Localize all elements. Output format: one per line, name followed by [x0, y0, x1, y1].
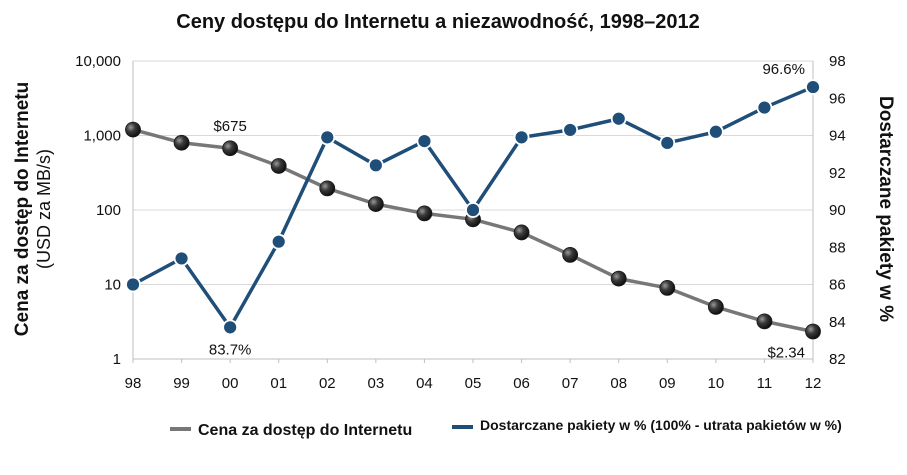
x-tick-label: 10 — [708, 375, 725, 392]
price-point — [416, 205, 433, 222]
right-tick-label: 88 — [829, 239, 846, 256]
right-tick-label: 82 — [829, 351, 846, 368]
series — [125, 79, 821, 340]
x-tick-label: 05 — [465, 375, 482, 392]
right-tick-label: 92 — [829, 165, 846, 182]
left-axis-title: Cena za dostęp do Internetu — [12, 82, 33, 336]
legend: Cena za dostęp do Internetu Dostarczane … — [170, 417, 842, 439]
price-point — [610, 270, 627, 287]
price-point — [222, 140, 239, 157]
packets-point — [173, 250, 190, 267]
right-tick-label: 86 — [829, 277, 846, 294]
packets-point — [805, 79, 821, 95]
packets-point — [659, 135, 676, 151]
data-label: 83.7% — [209, 341, 252, 358]
x-tick-label: 11 — [757, 375, 773, 392]
x-tick-label: 04 — [416, 375, 433, 392]
series-price — [125, 121, 821, 340]
left-tick-label: 1,000 — [83, 128, 121, 145]
packets-point — [465, 202, 481, 218]
price-point — [707, 299, 724, 315]
price-point — [270, 158, 287, 174]
left-tick-label: 1 — [113, 351, 121, 368]
chart-title: Ceny dostępu do Internetu a niezawodność… — [176, 11, 700, 33]
packets-point — [125, 276, 141, 293]
right-tick-label: 96 — [829, 90, 846, 107]
price-point — [173, 134, 190, 151]
left-tick-label: 10,000 — [75, 53, 121, 70]
legend-label-price: Cena za dostęp do Internetu — [198, 422, 412, 439]
packets-point — [562, 122, 579, 138]
right-tick-label: 84 — [829, 314, 846, 331]
price-point — [125, 121, 141, 138]
right-tick-label: 98 — [829, 53, 846, 70]
packets-point — [319, 129, 336, 146]
price-point — [805, 323, 821, 340]
x-tick-label: 09 — [659, 375, 676, 392]
x-tick-label: 07 — [562, 375, 579, 392]
packets-point — [222, 319, 239, 336]
x-tick-label: 12 — [805, 375, 822, 392]
x-tick-label: 06 — [513, 375, 530, 392]
annotations: $675 $2.34 83.7% 96.6% — [209, 61, 805, 361]
price-point — [562, 246, 579, 263]
x-tick-label: 00 — [222, 375, 239, 392]
price-point — [319, 180, 336, 197]
x-tick-label: 98 — [125, 375, 142, 392]
left-tick-label: 10 — [104, 277, 121, 294]
x-tick-label: 03 — [368, 375, 385, 392]
right-tick-label: 94 — [829, 128, 846, 145]
price-point — [659, 280, 676, 296]
packets-point — [707, 123, 724, 140]
axes — [132, 61, 814, 363]
price-point — [367, 196, 384, 213]
right-tick-label: 90 — [829, 202, 846, 219]
packets-point — [270, 233, 287, 250]
x-tick-label: 01 — [270, 375, 287, 392]
packets-point — [367, 157, 384, 174]
right-axis-title: Dostarczane pakiety w % — [875, 96, 896, 322]
x-tick-label: 99 — [173, 375, 190, 392]
legend-label-packets: Dostarczane pakiety w % (100% - utrata p… — [480, 417, 842, 433]
price-point — [756, 313, 773, 330]
price-point — [513, 224, 530, 241]
data-label: 96.6% — [762, 61, 805, 78]
packets-point — [610, 110, 627, 127]
packets-point — [756, 99, 773, 116]
series-packets — [125, 79, 821, 336]
packets-point — [416, 133, 433, 149]
left-axis-subtitle: (USD za MB/s) — [34, 149, 54, 269]
packets-point — [513, 129, 530, 146]
x-tick-label: 02 — [319, 375, 336, 392]
left-tick-label: 100 — [96, 202, 121, 219]
x-tick-label: 08 — [610, 375, 627, 392]
data-label: $675 — [213, 118, 246, 135]
data-label: $2.34 — [767, 344, 805, 361]
